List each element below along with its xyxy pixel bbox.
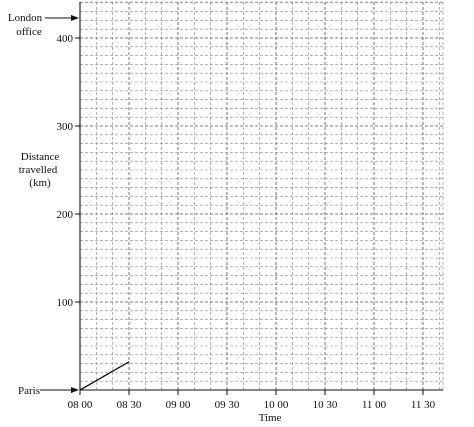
journey-line: [79, 361, 130, 391]
x-tick-label: 11 00: [362, 399, 387, 411]
y-axis-title-line-2: travelled: [19, 164, 58, 176]
y-tick-label: 200: [57, 209, 74, 221]
y-tick-label: 400: [57, 33, 74, 45]
y-axis-title-line-3: (km): [29, 177, 51, 189]
london-office-arrow: [45, 15, 79, 21]
paris-arrow-head: [71, 387, 79, 393]
y-tick-label: 100: [57, 297, 74, 309]
london-arrow-head: [71, 15, 79, 21]
london-office-label-line-2: office: [16, 26, 42, 38]
paris-arrow: [40, 387, 79, 393]
x-axis-title: Time: [259, 412, 282, 424]
x-tick-label: 10 30: [313, 399, 338, 411]
grid-lines: [80, 1, 444, 390]
paris-label: Paris: [18, 385, 40, 397]
y-tick-label: 300: [57, 121, 74, 133]
x-axis-ticks: 08 00 08 30 09 00 09 30 10 00 10 30 11 00 11 30: [68, 390, 436, 411]
x-tick-label: 11 30: [411, 399, 436, 411]
axes: [79, 2, 443, 391]
london-office-label-line-1: London: [8, 12, 43, 24]
series-lines: [79, 361, 130, 391]
x-tick-label: 09 00: [166, 399, 191, 411]
x-tick-label: 09 30: [215, 399, 240, 411]
y-axis-title-line-1: Distance: [21, 151, 60, 163]
x-tick-label: 08 00: [68, 399, 93, 411]
x-tick-label: 10 00: [264, 399, 289, 411]
y-axis-ticks: 100 200 300 400: [57, 33, 80, 309]
x-tick-label: 08 30: [117, 399, 142, 411]
